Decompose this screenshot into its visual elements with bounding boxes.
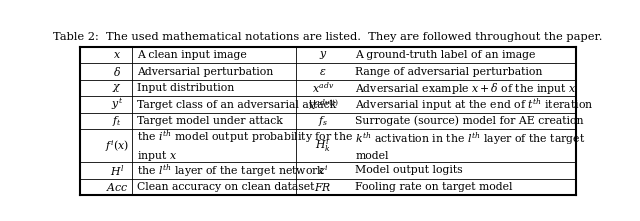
Text: the $l^{th}$ layer of the target network: the $l^{th}$ layer of the target network [137,162,326,179]
Text: $z^i$: $z^i$ [318,163,328,177]
Text: $H^i_k$: $H^i_k$ [315,137,331,154]
Text: Range of adversarial perturbation: Range of adversarial perturbation [355,67,543,77]
Text: $x^{adv}$: $x^{adv}$ [312,81,334,95]
Text: A ground-truth label of an image: A ground-truth label of an image [355,50,536,60]
Text: Surrogate (source) model for AE creation: Surrogate (source) model for AE creation [355,116,584,126]
Text: Adversarial perturbation: Adversarial perturbation [137,67,273,77]
Text: A clean input image: A clean input image [137,50,247,60]
Text: Table 2:  The used mathematical notations are listed.  They are followed through: Table 2: The used mathematical notations… [53,32,603,42]
Text: $y^t$: $y^t$ [111,97,124,112]
Text: $H^l$: $H^l$ [110,163,124,178]
Text: $FR$: $FR$ [314,181,332,193]
Text: Target model under attack: Target model under attack [137,116,283,126]
Text: Clean accuracy on clean dataset: Clean accuracy on clean dataset [137,182,314,192]
Text: $\epsilon$: $\epsilon$ [319,67,327,77]
Text: Fooling rate on target model: Fooling rate on target model [355,182,513,192]
Text: $\delta$: $\delta$ [113,65,121,78]
Text: the $i^{th}$ model output probability for the
input $x$: the $i^{th}$ model output probability fo… [137,128,353,163]
Text: Adversarial example $x+\delta$ of the input $x$: Adversarial example $x+\delta$ of the in… [355,81,577,95]
Text: Input distribution: Input distribution [137,83,234,93]
Text: $x^{adv(t)}$: $x^{adv(t)}$ [308,97,339,112]
Text: $f^i(x)$: $f^i(x)$ [105,138,129,154]
Text: Target class of an adversarial attack: Target class of an adversarial attack [137,99,336,110]
Text: $k^{th}$ activation in the $l^{th}$ layer of the target
model: $k^{th}$ activation in the $l^{th}$ laye… [355,131,586,160]
Text: $y$: $y$ [319,49,328,61]
Text: $f_s$: $f_s$ [318,114,328,128]
Text: Model output logits: Model output logits [355,165,463,175]
Text: Adversarial input at the end of $t^{th}$ iteration: Adversarial input at the end of $t^{th}$… [355,96,594,113]
Text: $x$: $x$ [113,50,121,60]
Text: $\chi$: $\chi$ [112,82,122,94]
Text: $f_t$: $f_t$ [112,114,122,128]
Text: $Acc$: $Acc$ [106,181,129,193]
